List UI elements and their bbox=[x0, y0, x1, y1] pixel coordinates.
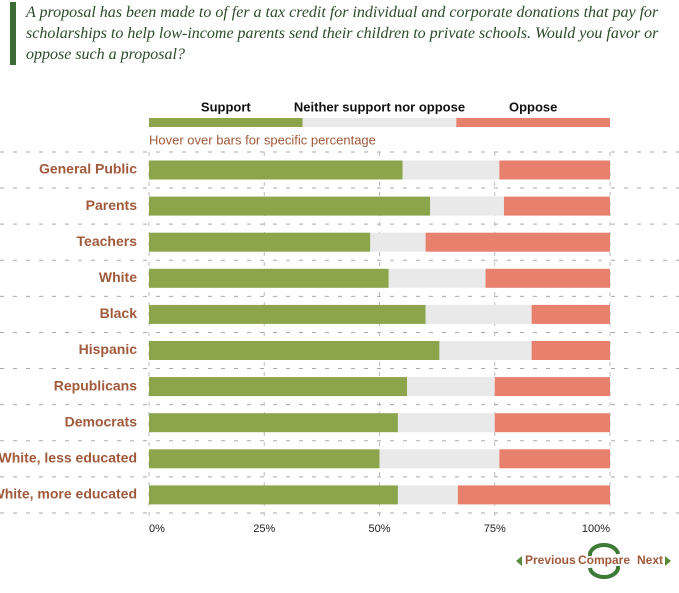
bar-segment[interactable] bbox=[370, 232, 426, 252]
bar-segment[interactable] bbox=[388, 268, 486, 288]
category-label: Hispanic bbox=[79, 341, 138, 357]
category-label: White, more educated bbox=[0, 486, 137, 502]
next-button[interactable]: Next bbox=[637, 553, 663, 567]
legend-swatch bbox=[302, 118, 457, 127]
bar-segment[interactable] bbox=[149, 232, 371, 252]
legend-swatch bbox=[149, 118, 303, 127]
x-tick-label: 0% bbox=[149, 523, 165, 535]
bar-segment[interactable] bbox=[397, 485, 458, 505]
bar-segment[interactable] bbox=[149, 377, 408, 397]
bar-segment[interactable] bbox=[379, 449, 500, 469]
bar-segment[interactable] bbox=[149, 196, 431, 216]
x-tick-label: 50% bbox=[368, 523, 390, 535]
x-tick-label: 100% bbox=[582, 523, 610, 535]
bar-segment[interactable] bbox=[430, 196, 504, 216]
bar-segment[interactable] bbox=[531, 304, 610, 324]
bar-segment[interactable] bbox=[149, 485, 398, 505]
compare-icon[interactable] bbox=[587, 542, 620, 557]
question-title: A proposal has been made to of fer a tax… bbox=[10, 2, 666, 65]
bar-segment[interactable] bbox=[494, 413, 610, 433]
bar-segment[interactable] bbox=[485, 268, 610, 288]
category-label: White bbox=[99, 269, 137, 285]
next-arrow[interactable] bbox=[665, 556, 671, 566]
category-label: White, less educated bbox=[0, 450, 137, 466]
bar-segment[interactable] bbox=[531, 341, 610, 360]
compare-button[interactable]: Compare bbox=[578, 553, 630, 567]
bar-segment[interactable] bbox=[149, 413, 398, 433]
bar-segment[interactable] bbox=[407, 377, 495, 397]
legend-label: Support bbox=[201, 99, 251, 114]
previous-button[interactable]: Previous bbox=[525, 553, 576, 567]
category-label: Black bbox=[100, 305, 138, 321]
bar-segment[interactable] bbox=[503, 196, 610, 216]
bar-segment[interactable] bbox=[494, 377, 610, 397]
bar-segment[interactable] bbox=[397, 413, 495, 433]
x-tick-label: 75% bbox=[484, 523, 506, 535]
bar-segment[interactable] bbox=[499, 449, 610, 469]
bar-segment[interactable] bbox=[425, 304, 532, 324]
bar-segment[interactable] bbox=[499, 160, 610, 180]
prev-arrow[interactable] bbox=[516, 556, 522, 566]
bar-segment[interactable] bbox=[457, 485, 610, 505]
bar-segment[interactable] bbox=[402, 160, 500, 180]
bar-segment[interactable] bbox=[149, 341, 440, 360]
legend-label: Neither support nor oppose bbox=[294, 99, 465, 114]
bar-segment[interactable] bbox=[439, 341, 532, 360]
category-label: Republicans bbox=[54, 377, 137, 393]
legend-label: Oppose bbox=[509, 99, 557, 114]
x-tick-label: 25% bbox=[253, 523, 275, 535]
category-label: General Public bbox=[39, 161, 137, 177]
navigation: Previous Compare Next bbox=[516, 542, 671, 580]
category-label: Democrats bbox=[65, 413, 138, 429]
bar-segment[interactable] bbox=[149, 304, 426, 324]
compare-icon[interactable] bbox=[588, 565, 621, 580]
bar-segment[interactable] bbox=[149, 268, 389, 288]
category-label: Teachers bbox=[77, 233, 138, 249]
hover-note: Hover over bars for specific percentage bbox=[149, 132, 376, 147]
bar-segment[interactable] bbox=[149, 449, 380, 469]
bar-segment[interactable] bbox=[149, 160, 403, 180]
bar-segment[interactable] bbox=[425, 232, 610, 252]
category-label: Parents bbox=[86, 197, 138, 213]
legend-swatch bbox=[456, 118, 610, 127]
